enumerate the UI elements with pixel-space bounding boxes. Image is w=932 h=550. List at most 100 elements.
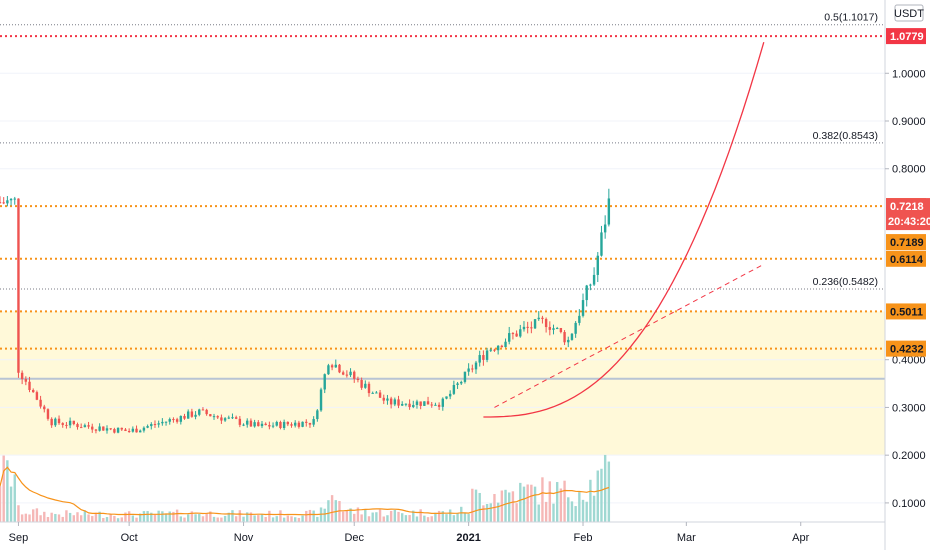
volume-bar (6, 460, 9, 522)
volume-bar (72, 515, 75, 522)
volume-bar (205, 513, 208, 522)
volume-bar (378, 509, 382, 522)
volume-bar (478, 492, 481, 522)
candle-body (308, 422, 312, 425)
volume-bar (397, 511, 400, 522)
volume-bar (172, 511, 175, 522)
candle-body (441, 398, 444, 407)
candle-body (43, 406, 46, 410)
volume-bar (341, 511, 345, 522)
level-tag (886, 340, 926, 357)
candle-body (153, 424, 157, 426)
volume-bar (209, 511, 212, 522)
candle-body (127, 431, 131, 433)
candle-body (279, 422, 282, 429)
candle-body (511, 333, 515, 335)
volume-bar (574, 506, 577, 522)
volume-bar (249, 512, 253, 522)
candle-body (212, 416, 216, 418)
candle-body (423, 401, 426, 406)
candle-body (142, 427, 146, 431)
volume-bar (253, 515, 256, 522)
y-axis[interactable]: 0.1000 0.2000 0.3000 0.4000 0.8000 0.9000 1.00… (885, 68, 926, 510)
candle-body (397, 399, 400, 406)
fib-levels: 0.5(1.1017) 0.382(0.8543) 0.236(0.5482) (0, 12, 885, 290)
candle-body (603, 224, 607, 233)
candle-body (242, 424, 245, 426)
volume-bar (511, 491, 515, 522)
candle-body (168, 419, 171, 422)
volume-bar (393, 509, 397, 522)
candle-body (234, 417, 238, 419)
x-tick-label: Oct (121, 532, 138, 544)
volume-bar (297, 517, 301, 522)
volume-bar (312, 510, 315, 522)
volume-bar (592, 495, 596, 522)
candle-body (231, 417, 234, 419)
volume-bar (482, 505, 485, 522)
candle-body (105, 428, 109, 431)
candle-body (201, 409, 205, 411)
volume-bar (142, 511, 146, 522)
volume-bar (275, 516, 278, 522)
candle-body (485, 350, 489, 360)
candle-body (246, 420, 249, 425)
volume-bar (460, 506, 463, 522)
volume-bar (246, 512, 249, 522)
volume-bar (0, 486, 2, 522)
volume-bar (305, 510, 308, 522)
volume-bar (541, 477, 544, 522)
volume-bar (544, 501, 548, 522)
y-tick-label: 0.9000 (892, 116, 926, 128)
volume-bar (157, 510, 160, 522)
candle-body (555, 327, 559, 329)
candle-body (456, 383, 459, 386)
volume-ma-line (0, 466, 610, 516)
candle-body (589, 284, 592, 286)
candle-body (161, 421, 164, 424)
volume-bar (401, 513, 404, 522)
candle-body (135, 428, 138, 433)
volume-bar (589, 479, 592, 522)
candle-body (364, 383, 367, 388)
candle-body (349, 371, 352, 376)
volume-bar (179, 516, 183, 522)
volume-bar (168, 511, 171, 522)
candle-body (131, 428, 135, 432)
level-tag-label: 0.6114 (890, 254, 924, 266)
candle-body (334, 364, 337, 368)
candle-body (434, 404, 437, 406)
y-tick-label: 0.2000 (892, 450, 926, 462)
volume-bar (489, 503, 492, 522)
volume-bar (581, 499, 585, 522)
volume-bar (28, 514, 31, 522)
volume-bar (57, 514, 61, 522)
volume-bar (264, 516, 267, 522)
currency-badge[interactable]: USDT (894, 4, 924, 22)
candle-body (467, 368, 470, 372)
volume-bar (496, 502, 500, 522)
candle-body (102, 426, 105, 431)
candle-body (94, 429, 98, 431)
volume-bar (515, 503, 518, 522)
x-axis[interactable]: Sep Oct Nov Dec 2021 Feb Mar Apr (9, 522, 810, 544)
candle-body (61, 423, 64, 425)
volume-bar (389, 510, 393, 522)
volume-bar (452, 515, 456, 522)
level-tag-label: 0.5011 (890, 306, 923, 318)
volume-bar (567, 497, 570, 522)
volume-bar (430, 516, 433, 522)
candle-body (253, 422, 256, 427)
volume-bar (382, 516, 385, 522)
volume-bar (294, 517, 297, 522)
candle-body (198, 409, 201, 415)
level-tag-label: 0.4232 (890, 344, 924, 356)
candle-body (412, 404, 415, 408)
volume-bar (212, 516, 216, 522)
volume-bar (102, 517, 105, 522)
candle-body (471, 368, 474, 370)
volume-bar (87, 514, 90, 522)
volume-bar (445, 514, 448, 522)
fib-label: 0.382(0.8543) (813, 130, 878, 142)
